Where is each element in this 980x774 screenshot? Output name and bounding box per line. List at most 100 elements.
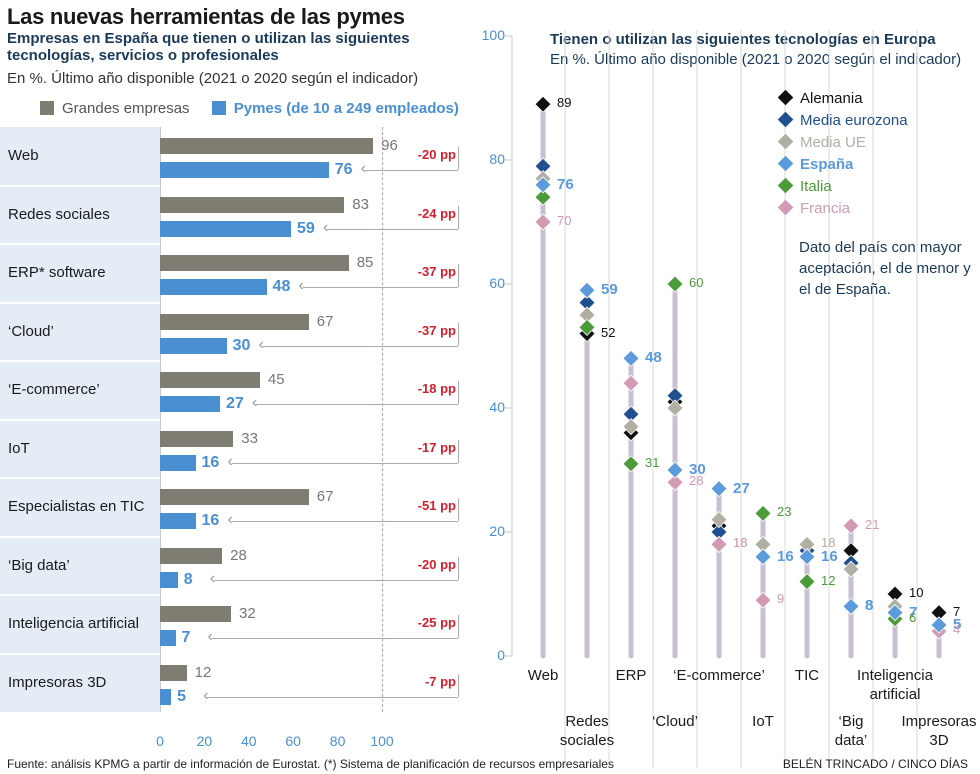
bar-large-label: 67 <box>316 488 334 505</box>
category-separator <box>0 535 160 538</box>
difference-arrow-riser <box>458 556 459 580</box>
category-label: Web <box>8 147 39 164</box>
bar-sme-label: 59 <box>296 219 315 237</box>
bar-sme-label: 30 <box>232 336 251 354</box>
difference-arrow-riser <box>458 673 459 697</box>
diamond-marker <box>622 349 640 367</box>
x-tick-label: 60 <box>285 733 301 749</box>
value-label: 52 <box>601 324 616 340</box>
diamond-marker <box>578 281 596 299</box>
diamond-marker <box>842 560 860 578</box>
right-title: Tienen o utilizan las siguientes tecnolo… <box>550 31 936 48</box>
category-label: ‘E-commerce’ <box>8 381 100 398</box>
difference-arrow <box>255 404 458 405</box>
category-separator <box>0 360 160 362</box>
difference-arrow-riser <box>458 147 459 170</box>
category-separator <box>0 184 160 187</box>
diamond-marker <box>578 306 596 324</box>
legend-diamond-icon <box>777 155 794 172</box>
diamond-marker <box>666 473 684 491</box>
y-tick-label: 100 <box>481 27 505 43</box>
arrow-head-icon: ‹ <box>322 218 329 236</box>
category-label: Especialistas en TIC <box>8 498 145 515</box>
diamond-marker <box>578 318 596 336</box>
legend-diamond-icon <box>777 199 794 216</box>
value-label: 18 <box>821 535 836 551</box>
diamond-marker <box>754 535 772 553</box>
left-note: En %. Último año disponible (2021 o 2020… <box>7 70 419 87</box>
difference-arrow <box>326 228 458 230</box>
diamond-marker <box>842 554 860 572</box>
category-separator <box>0 301 160 304</box>
diamond-marker <box>710 517 728 535</box>
difference-arrow <box>262 345 458 347</box>
diamond-marker <box>886 585 904 603</box>
difference-label: -25 pp <box>417 615 456 630</box>
category-label: Redes sociales <box>559 713 615 749</box>
value-label: 10 <box>909 585 924 600</box>
difference-arrow-riser <box>458 264 459 287</box>
value-label: 31 <box>645 454 660 470</box>
bar-sme <box>160 396 220 412</box>
bar-sme-label: 7 <box>181 629 191 646</box>
right-annotation: Dato del país con mayor aceptación, el d… <box>799 239 971 298</box>
credit: BELÉN TRINCADO / CINCO DÍAS <box>782 757 968 771</box>
legend-large-label: Grandes empresas <box>62 100 190 117</box>
category-label: ‘E-commerce’ <box>673 667 765 684</box>
bar-large-label: 83 <box>352 195 369 213</box>
value-label: 23 <box>777 504 792 520</box>
y-tick-label: 20 <box>489 523 505 539</box>
legend-label: Media eurozona <box>800 112 908 129</box>
difference-label: -51 pp <box>417 498 456 513</box>
difference-arrow-riser <box>458 615 459 638</box>
legend-diamond-icon <box>777 111 794 128</box>
legend-item: Alemania <box>777 89 863 107</box>
value-label: 76 <box>557 175 574 193</box>
value-label: 12 <box>821 572 836 588</box>
diamond-marker <box>798 542 816 560</box>
category-label: Impresoras 3D <box>8 673 107 691</box>
y-tick-label: 40 <box>489 399 505 415</box>
bar-large-label: 33 <box>241 429 258 447</box>
diamond-marker <box>930 604 948 622</box>
difference-arrow <box>213 579 458 581</box>
difference-arrow-riser <box>458 498 459 521</box>
category-label: ERP <box>615 667 647 684</box>
difference-arrow <box>302 287 458 288</box>
bar-large-companies <box>160 606 232 622</box>
y-tick-label: 0 <box>497 647 505 663</box>
difference-arrow-riser <box>458 439 459 463</box>
value-label: 89 <box>557 95 572 111</box>
value-label: 5 <box>953 616 962 633</box>
diamond-marker <box>534 176 552 194</box>
diamond-marker <box>710 523 728 541</box>
difference-label: -7 pp <box>424 673 456 689</box>
diamond-marker <box>798 573 816 591</box>
legend-item: Media UE <box>777 133 866 151</box>
diamond-marker <box>798 535 816 553</box>
bar-large-companies <box>160 138 374 154</box>
category-label: ‘Big data’ <box>8 556 70 574</box>
difference-panel <box>372 127 464 712</box>
arrow-head-icon: ‹ <box>298 277 304 294</box>
left-subtitle: Empresas en España que tienen o utilizan… <box>7 30 410 64</box>
bar-large-companies <box>160 547 223 564</box>
x-tick-label: 100 <box>370 733 394 749</box>
legend-large: Grandes empresas <box>40 100 190 117</box>
diamond-marker <box>798 542 816 560</box>
difference-arrow <box>211 638 458 639</box>
legend-label: Francia <box>800 200 851 217</box>
category-label: IoT <box>8 439 30 457</box>
value-label: 9 <box>777 591 785 607</box>
difference-arrow-riser <box>458 205 459 229</box>
bar-sme <box>160 571 178 588</box>
legend-sme: Pymes (de 10 a 249 empleados) <box>211 100 459 117</box>
legend-diamond-icon <box>777 177 794 194</box>
diamond-marker <box>930 616 948 634</box>
bar-sme <box>160 279 267 295</box>
bar-sme <box>160 630 176 646</box>
bar-large-companies <box>160 430 234 447</box>
bar-large-label: 12 <box>194 663 212 681</box>
diamond-marker <box>754 504 772 522</box>
x-tick-label: 20 <box>196 733 213 749</box>
